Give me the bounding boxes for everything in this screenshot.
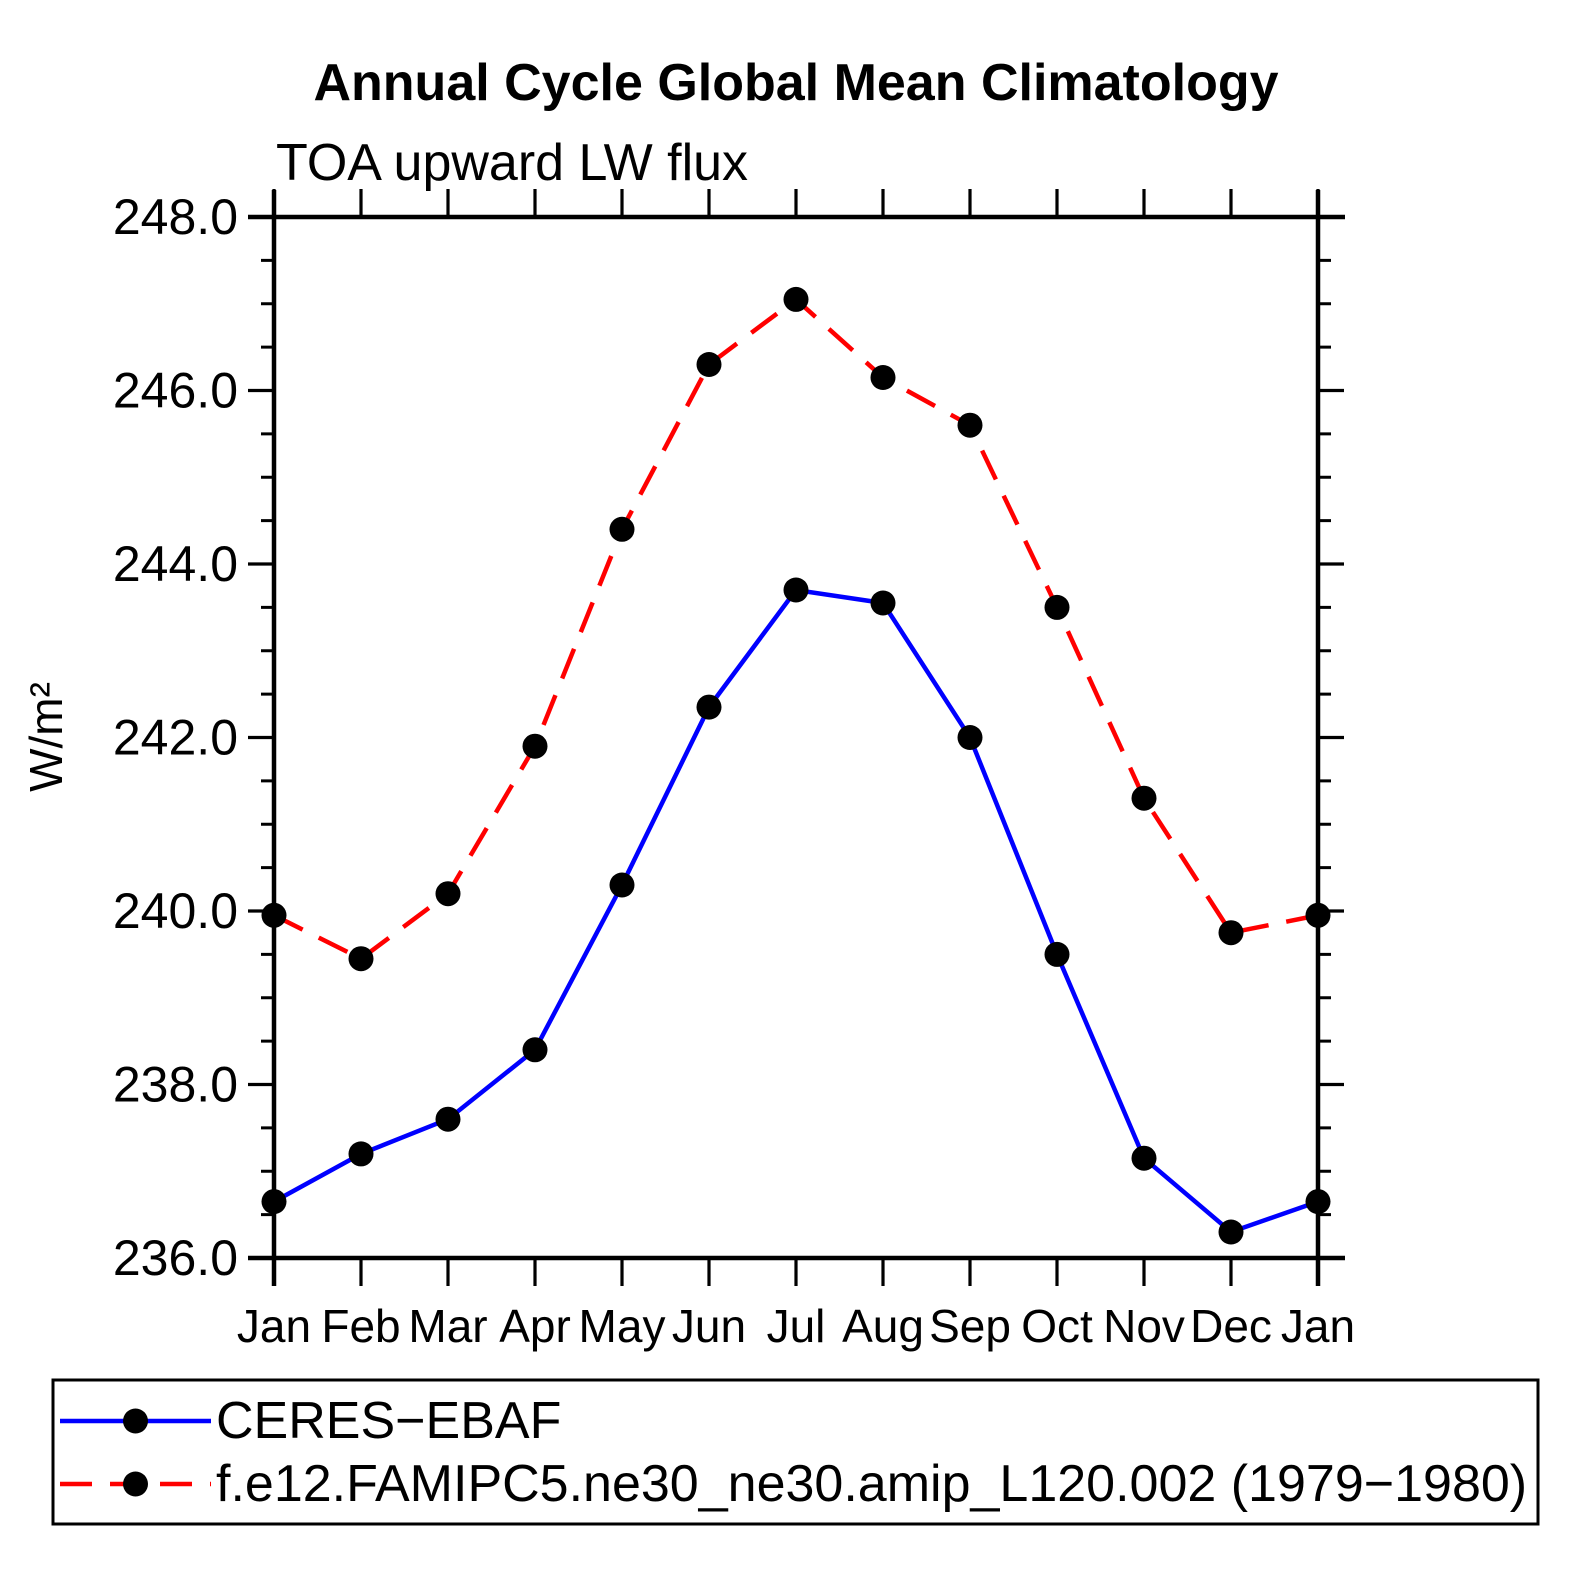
data-point-marker: [1305, 1189, 1331, 1215]
data-point-marker: [261, 902, 287, 928]
legend-sample-marker-0: [123, 1408, 148, 1434]
x-tick-label: Sep: [929, 1300, 1011, 1352]
data-point-marker: [870, 590, 896, 616]
x-tick-label: Feb: [321, 1300, 400, 1352]
data-point-marker: [696, 352, 722, 377]
legend: CERES−EBAF f.e12.FAMIPC5.ne30_ne30.amip_…: [51, 1378, 1540, 1526]
data-point-marker: [1044, 594, 1070, 620]
y-tick-label: 240.0: [113, 883, 238, 939]
data-point-marker: [957, 725, 983, 750]
data-point-marker: [609, 872, 635, 898]
x-tick-label: Jun: [672, 1300, 746, 1352]
y-tick-label: 248.0: [113, 189, 238, 245]
data-point-marker: [783, 286, 809, 312]
data-point-marker: [1044, 941, 1070, 967]
data-point-marker: [522, 1037, 548, 1063]
data-point-marker: [348, 1141, 374, 1167]
data-point-marker: [435, 881, 461, 907]
data-point-marker: [1218, 1219, 1244, 1245]
legend-box: [51, 1378, 1540, 1526]
x-tick-label: Jan: [1281, 1300, 1355, 1352]
x-tick-label: May: [579, 1300, 666, 1352]
data-point-marker: [1305, 902, 1331, 928]
data-point-marker: [435, 1106, 461, 1132]
y-tick-label: 244.0: [113, 536, 238, 592]
y-tick-label: 236.0: [113, 1230, 238, 1286]
y-axis-title: W/m²: [20, 682, 72, 792]
x-tick-label: Aug: [842, 1300, 924, 1352]
data-point-marker: [261, 1189, 287, 1215]
chart-title: Annual Cycle Global Mean Climatology: [313, 54, 1278, 112]
data-point-marker: [522, 733, 548, 759]
data-point-marker: [696, 694, 722, 720]
y-tick-label: 246.0: [113, 363, 238, 419]
axes: Jan Feb Mar Apr May Jun Jul Aug Sep Oct Nov Dec Jan2…: [113, 189, 1355, 1352]
legend-label-ceres-ebaf: CERES−EBAF: [216, 1392, 561, 1450]
series-line-1: [272, 296, 1319, 962]
x-tick-label: Jul: [767, 1300, 826, 1352]
data-point-marker: [783, 577, 809, 603]
x-tick-label: Apr: [499, 1300, 571, 1352]
data-point-marker: [1131, 1145, 1157, 1171]
x-tick-label: Mar: [408, 1300, 487, 1352]
legend-label-model-run: f.e12.FAMIPC5.ne30_ne30.amip_L120.002 (1…: [216, 1455, 1527, 1513]
series-layer: [261, 286, 1331, 1245]
data-point-marker: [1218, 920, 1244, 946]
legend-sample-marker-1: [123, 1471, 148, 1497]
data-point-marker: [348, 946, 374, 972]
chart-subtitle: TOA upward LW flux: [276, 134, 748, 192]
data-point-marker: [870, 365, 896, 390]
x-tick-label: Dec: [1190, 1300, 1272, 1352]
legend-samples: [60, 1408, 211, 1497]
y-tick-label: 242.0: [113, 710, 238, 766]
data-point-marker: [1131, 785, 1157, 811]
data-point-marker: [957, 412, 983, 438]
x-tick-label: Jan: [237, 1300, 311, 1352]
y-tick-label: 238.0: [113, 1057, 238, 1113]
series-line-0: [272, 587, 1319, 1235]
x-tick-label: Oct: [1021, 1300, 1093, 1352]
data-point-marker: [609, 516, 635, 542]
x-tick-label: Nov: [1103, 1300, 1185, 1352]
